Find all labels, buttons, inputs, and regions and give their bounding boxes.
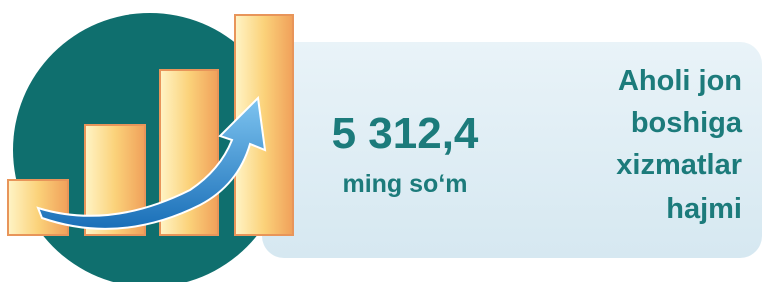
value: 5 312,4 [332, 109, 479, 158]
unit: ming so‘m [342, 170, 467, 198]
label-line: Aholi jon [618, 65, 742, 97]
label-line: boshiga [631, 107, 743, 139]
label-line: xizmatlar [616, 149, 742, 181]
infographic: 5 312,4 ming so‘m Aholi jon boshiga xizm… [0, 0, 765, 282]
label-line: hajmi [666, 193, 742, 225]
